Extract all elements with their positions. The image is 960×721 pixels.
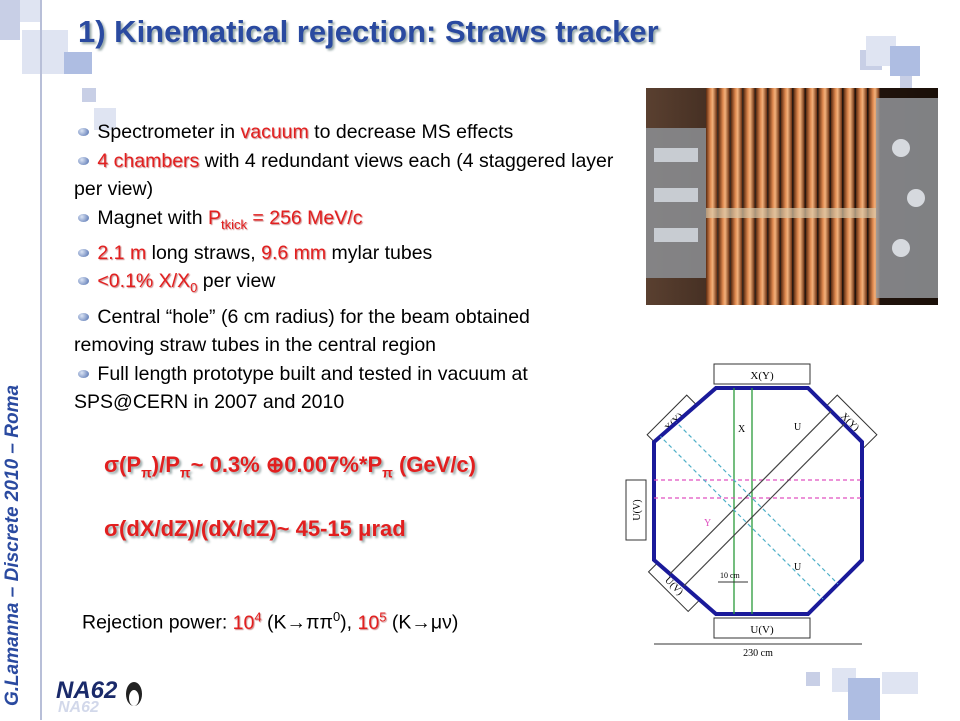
decor-square bbox=[890, 46, 920, 76]
formula-part: ~ 0.3% ⊕0.007%*P bbox=[190, 452, 383, 477]
straw-tube bbox=[768, 88, 780, 305]
bullet-icon bbox=[78, 248, 89, 257]
bullet-item: Full length prototype built and tested i… bbox=[74, 360, 614, 417]
label-10cm: 10 cm bbox=[720, 571, 741, 580]
straw-tube bbox=[818, 88, 830, 305]
bullet-highlight: 4 chambers bbox=[97, 149, 200, 172]
bullet-text: per view bbox=[197, 270, 276, 293]
label-y: Y bbox=[704, 518, 711, 529]
decor-square bbox=[20, 0, 42, 22]
bullet-highlight: vacuum bbox=[240, 121, 309, 143]
bullet-text: mylar tubes bbox=[326, 241, 433, 264]
bullet-icon bbox=[78, 369, 89, 378]
rejection-channel-2: (K→μν) bbox=[386, 611, 459, 634]
straw-tube bbox=[831, 88, 842, 305]
rejection-power: Rejection power: 104 (K→ππ0), 105 (K→μν) bbox=[82, 609, 458, 635]
bullet-icon bbox=[78, 277, 89, 286]
bullet-text: Spectrometer in bbox=[97, 121, 241, 143]
decor-square bbox=[0, 0, 20, 40]
straw-tube bbox=[856, 88, 867, 305]
bullet-icon bbox=[78, 156, 89, 165]
straw-tube bbox=[756, 88, 767, 305]
label-bottom-uv: U(V) bbox=[750, 624, 774, 636]
bullet-text: Full length prototype built and tested i… bbox=[74, 362, 528, 414]
label-left-uv: U(V) bbox=[632, 499, 643, 520]
logo-text: NA62 bbox=[56, 677, 118, 704]
bullet-highlight: Ptkick = 256 MeV/c bbox=[207, 206, 363, 232]
straw-tube bbox=[743, 88, 755, 305]
angular-resolution-formula: σ(dX/dZ)/(dX/dZ)~ 45-15 μrad bbox=[104, 516, 406, 541]
bullet-item: Magnet with Ptkick = 256 MeV/c bbox=[74, 204, 614, 239]
straw-tube bbox=[843, 88, 855, 305]
straw-tube bbox=[706, 88, 717, 305]
x0-subscript: 0 bbox=[190, 280, 198, 296]
bullet-item: Central “hole” (6 cm radius) for the bea… bbox=[74, 303, 614, 360]
bullet-item: <0.1% X/X0 per view bbox=[74, 267, 614, 302]
decor-square bbox=[94, 108, 116, 130]
sidebar-line bbox=[40, 0, 42, 720]
decor-square bbox=[848, 678, 880, 720]
rejection-label: Rejection power: bbox=[82, 611, 233, 634]
straw-tube bbox=[806, 88, 817, 305]
formula-part: σ(P bbox=[104, 452, 142, 477]
bullet-item: Spectrometer in vacuum to decrease MS ef… bbox=[74, 118, 614, 147]
label-x: X bbox=[738, 424, 746, 435]
chamber-diagram: X(Y) U(V) U(V) X(Y) X(Y) U(V) X U Y U 10… bbox=[624, 360, 900, 660]
label-u: U bbox=[794, 422, 802, 433]
decor-square bbox=[900, 76, 912, 88]
rejection-channel-1: (K→ππ bbox=[261, 611, 333, 634]
formula-sub: π bbox=[382, 464, 393, 481]
bullet-item: 2.1 m long straws, 9.6 mm mylar tubes bbox=[74, 239, 614, 268]
straw-tube bbox=[731, 88, 742, 305]
decor-square bbox=[82, 88, 96, 102]
bullet-icon bbox=[78, 128, 89, 136]
x0-text: <0.1% X/X bbox=[97, 270, 191, 293]
straw-tube bbox=[868, 88, 880, 305]
p-value: = 256 MeV/c bbox=[247, 206, 363, 229]
bullet-highlight: 2.1 m bbox=[97, 241, 147, 264]
label-230cm: 230 cm bbox=[743, 648, 773, 659]
straw-tube bbox=[793, 88, 805, 305]
p-symbol: P bbox=[207, 206, 221, 229]
svg-text:NA62: NA62 bbox=[58, 699, 99, 716]
sidebar-author-text: G.Lamanna – Discrete 2010 – Roma bbox=[2, 384, 23, 706]
bullet-icon bbox=[78, 312, 89, 321]
formula-sub: π bbox=[141, 464, 152, 481]
bullet-icon bbox=[78, 213, 89, 222]
label-top-xy: X(Y) bbox=[750, 370, 774, 382]
octagon-outline bbox=[652, 386, 864, 616]
bullet-list: Spectrometer in vacuum to decrease MS ef… bbox=[74, 118, 614, 417]
bullet-text: with 4 redundant views each (4 staggered… bbox=[74, 149, 614, 201]
bullet-item: 4 chambers with 4 redundant views each (… bbox=[74, 147, 614, 204]
rejection-value-2: 105 bbox=[357, 609, 387, 634]
bullet-text: to decrease MS effects bbox=[308, 121, 514, 143]
bullet-text: Central “hole” (6 cm radius) for the bea… bbox=[74, 305, 530, 357]
straw-tracker-photo bbox=[646, 88, 938, 305]
decor-square bbox=[22, 30, 68, 74]
bullet-text: long straws, bbox=[146, 241, 262, 264]
decor-square bbox=[882, 672, 918, 694]
formula-sub: π bbox=[179, 464, 191, 481]
straw-tube bbox=[781, 88, 792, 305]
label-u-prime: U bbox=[794, 562, 802, 573]
rejection-sep: ), bbox=[340, 611, 358, 634]
rejection-value-1: 104 bbox=[232, 609, 262, 634]
momentum-resolution-formula: σ(Pπ)/Pπ~ 0.3% ⊕0.007%*Pπ (GeV/c) bbox=[104, 452, 476, 480]
bullet-text: Magnet with bbox=[97, 206, 208, 229]
formula-part: (GeV/c) bbox=[392, 452, 476, 477]
decor-square bbox=[806, 672, 820, 686]
p-subscript: tkick bbox=[221, 216, 247, 232]
formula-part: )/P bbox=[151, 452, 180, 477]
na62-logo: NA62 NA62 bbox=[54, 672, 154, 721]
bullet-highlight: 9.6 mm bbox=[261, 241, 327, 264]
bullet-highlight: <0.1% X/X0 bbox=[97, 270, 198, 296]
decor-square bbox=[64, 52, 92, 74]
straw-tube bbox=[718, 88, 730, 305]
slide-title: 1) Kinematical rejection: Straws tracker bbox=[78, 14, 659, 49]
pi0-superscript: 0 bbox=[332, 609, 341, 624]
